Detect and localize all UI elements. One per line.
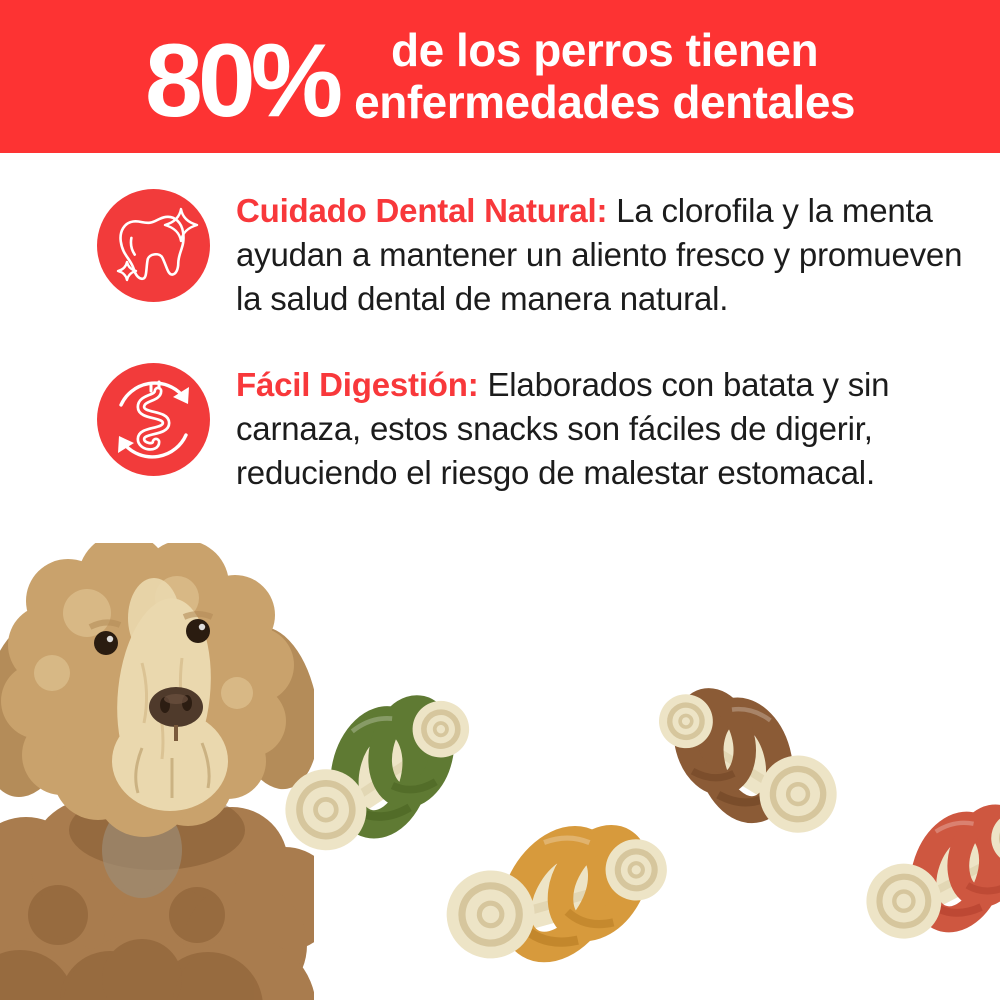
feature-body: La clorofila y la menta ayudan a mantene…: [236, 192, 963, 318]
dog-eyes: [94, 619, 210, 655]
stat-banner: 80% de los perros tienen enfermedades de…: [0, 0, 1000, 153]
tooth-sparkle-icon: [97, 189, 210, 302]
intestine-cycle-icon: [97, 363, 210, 477]
feature-digestion: Fácil Digestión: Elaborados con batata y…: [97, 363, 983, 495]
feature-title: Fácil Digestión:: [236, 366, 479, 404]
feature-paragraph: Fácil Digestión: Elaborados con batata y…: [236, 363, 978, 495]
stat-text: de los perros tienen enfermedades dental…: [354, 23, 855, 129]
goldendoodle-dog-photo: [0, 543, 314, 1000]
feature-title: Cuidado Dental Natural:: [236, 192, 608, 229]
feature-body: Elaborados con batata y sin carnaza, est…: [236, 366, 890, 492]
red-knotted-bone: [853, 785, 1000, 946]
feature-dental-care: Cuidado Dental Natural: La clorofila y l…: [97, 189, 983, 321]
feature-paragraph: Cuidado Dental Natural: La clorofila y l…: [236, 189, 978, 321]
stat-line1: de los perros tienen: [391, 23, 819, 76]
brown-knotted-bone: [636, 665, 857, 844]
feature-list: Cuidado Dental Natural: La clorofila y l…: [97, 189, 983, 537]
stat-line2: enfermedades dentales: [354, 75, 855, 128]
stat-percentage: 80%: [145, 22, 343, 139]
dog-nose: [149, 687, 203, 741]
